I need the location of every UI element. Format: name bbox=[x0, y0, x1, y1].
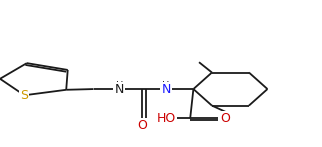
Text: S: S bbox=[20, 89, 28, 102]
Text: H: H bbox=[162, 81, 170, 91]
Text: O: O bbox=[221, 112, 231, 125]
Text: H: H bbox=[116, 81, 123, 91]
Text: HO: HO bbox=[156, 112, 176, 125]
Text: N: N bbox=[161, 83, 171, 96]
Text: N: N bbox=[115, 83, 124, 96]
Text: O: O bbox=[137, 119, 147, 132]
